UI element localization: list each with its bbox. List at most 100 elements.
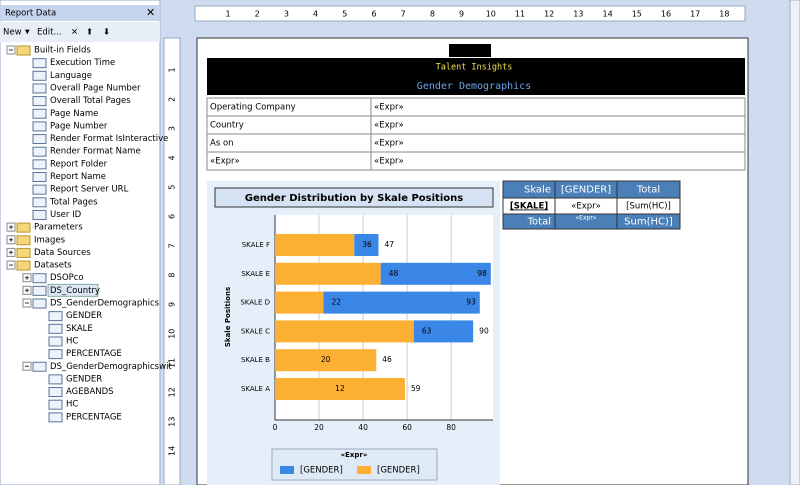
delete-icon[interactable]: ✕ [71,28,78,38]
left-ruler [163,37,181,485]
tree-item[interactable]: GENDER [66,311,102,321]
field-icon [48,323,63,334]
tree-item[interactable]: Datasets [34,261,72,271]
field-icon [48,387,63,398]
field-icon [48,399,63,410]
ruler-number: 9 [168,302,177,307]
tree-item[interactable]: DS_Country [50,286,100,296]
header-textbox [449,44,491,57]
ruler-number: 11 [168,358,177,368]
field-icon [32,83,47,94]
table-cell: «Expr» [374,139,404,149]
field-icon [32,96,47,107]
ruler-number: 9 [459,10,464,19]
panel-header [0,5,160,21]
tree-item[interactable]: Overall Page Number [50,83,141,93]
legend [271,448,438,481]
tree-item[interactable]: Report Name [50,172,106,182]
matrix-text: [GENDER] [561,185,611,196]
scrollbar[interactable] [789,0,800,485]
up-icon[interactable]: ⬆ [86,28,93,38]
ruler-number: 5 [168,185,177,190]
tree-item[interactable]: PERCENTAGE [66,349,122,359]
tree-item[interactable]: DS_GenderDemographicswit [50,362,172,372]
ruler-number: 14 [168,446,177,456]
tree-item[interactable]: HC [66,400,78,410]
close-icon[interactable]: ✕ [146,6,155,19]
field-icon [48,349,63,360]
bar-segment [380,262,491,285]
tree-item[interactable]: DSOPco [50,273,84,283]
tree-item[interactable]: Total Pages [49,197,98,207]
legend-swatch [357,466,371,474]
ruler-number: 12 [168,387,177,397]
ruler-number: 1 [225,10,230,19]
field-icon [32,285,47,296]
tree-item[interactable]: Report Server URL [50,185,129,195]
tree-item[interactable]: GENDER [66,374,102,384]
bar-segment [413,320,474,343]
bar-label: 48 [389,269,399,278]
bar-label: 63 [422,326,432,335]
bar-label: 93 [466,298,476,307]
toolbar-new[interactable]: New [3,28,22,38]
y-tick-label: SKALE A [241,385,270,393]
tree-item[interactable]: SKALE [66,324,93,334]
folder-icon [16,247,31,258]
bar-segment [275,234,355,256]
table-cell: Country [210,121,244,131]
tree-item[interactable]: User ID [50,210,82,220]
down-icon[interactable]: ⬇ [103,28,110,38]
matrix-text: «Expr» [571,202,601,212]
tree-item[interactable]: Images [34,235,66,245]
tree-item[interactable]: AGEBANDS [66,387,114,397]
tree-item[interactable]: Overall Total Pages [50,96,131,106]
folder-icon [16,260,31,271]
selection [47,283,99,297]
ruler-number: 2 [255,10,260,19]
y-tick-label: SKALE D [240,299,270,307]
bar-label: 22 [331,298,341,307]
folder-icon [16,222,31,233]
bar-label: 12 [335,384,345,393]
ruler-number: 10 [486,10,496,19]
tree-item[interactable]: PERCENTAGE [66,412,122,422]
table-cell: «Expr» [374,157,404,167]
tree-item[interactable]: Page Name [50,109,98,119]
tree-item[interactable]: DS_GenderDemographics [50,299,160,309]
legend-label: [GENDER] [377,466,420,476]
tree-item[interactable]: Built-in Fields [34,46,91,56]
ruler-number: 1 [168,67,177,72]
matrix-text: Skale [524,185,551,196]
ruler-number: 10 [168,329,177,339]
bar-segment [354,234,379,256]
matrix-text: [SKALE] [510,202,548,212]
legend-title: «Expr» [341,451,368,459]
ruler-number: 15 [632,10,642,19]
toolbar-edit[interactable]: Edit... [37,28,62,38]
ruler-number: 16 [661,10,671,19]
tree-item[interactable]: Execution Time [50,58,115,68]
tree-item[interactable]: Data Sources [34,248,91,258]
ruler-number: 8 [168,273,177,278]
ruler-number: 12 [544,10,554,19]
field-icon [32,121,47,132]
x-tick-label: 60 [402,423,412,432]
field-icon [32,58,47,69]
bar-segment [323,291,480,314]
field-icon [32,184,47,195]
tree-item[interactable]: Page Number [50,121,108,131]
chart-title-box [214,187,494,208]
tree-item[interactable]: Render Format Name [50,147,141,157]
tree-item[interactable]: Language [50,71,92,81]
matrix-text: Sum(HC)] [624,217,673,228]
tree-item[interactable]: Render Format IsInteractive [50,134,168,144]
field-icon [48,336,63,347]
tree-item[interactable]: Report Folder [50,159,108,169]
matrix-text: Total [527,217,551,228]
ruler-number: 14 [603,10,613,19]
tree-item[interactable]: Parameters [34,223,83,233]
tree-item[interactable]: HC [66,336,78,346]
ruler-number: 4 [313,10,318,19]
